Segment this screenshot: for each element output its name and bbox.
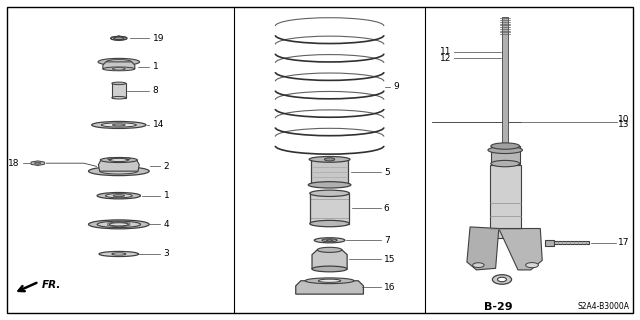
- Ellipse shape: [92, 122, 146, 128]
- Polygon shape: [99, 160, 140, 171]
- Ellipse shape: [310, 190, 349, 196]
- Text: 11: 11: [440, 47, 452, 56]
- Text: 8: 8: [153, 86, 159, 95]
- Text: 7: 7: [384, 236, 390, 245]
- Ellipse shape: [491, 143, 520, 149]
- Text: 18: 18: [8, 159, 20, 168]
- Ellipse shape: [106, 60, 132, 64]
- Ellipse shape: [308, 182, 351, 188]
- Ellipse shape: [97, 193, 141, 199]
- Ellipse shape: [491, 160, 520, 167]
- Polygon shape: [31, 161, 44, 165]
- Ellipse shape: [112, 82, 126, 85]
- Ellipse shape: [98, 58, 140, 65]
- Ellipse shape: [111, 36, 127, 40]
- Bar: [551, 241, 589, 244]
- Ellipse shape: [97, 221, 141, 228]
- Text: 3: 3: [164, 250, 170, 259]
- Text: 12: 12: [440, 53, 452, 62]
- Ellipse shape: [112, 253, 126, 255]
- Ellipse shape: [312, 266, 347, 272]
- Bar: [502, 17, 508, 150]
- Ellipse shape: [112, 96, 126, 99]
- Polygon shape: [312, 250, 347, 269]
- Text: 5: 5: [384, 168, 390, 177]
- Ellipse shape: [88, 167, 149, 176]
- Bar: [112, 84, 126, 98]
- Bar: [491, 146, 520, 164]
- Text: 13: 13: [618, 120, 630, 129]
- Ellipse shape: [100, 157, 138, 163]
- Text: 19: 19: [153, 34, 164, 43]
- Polygon shape: [296, 281, 364, 294]
- Text: 14: 14: [153, 120, 164, 130]
- Ellipse shape: [314, 238, 345, 243]
- Ellipse shape: [103, 67, 135, 71]
- Ellipse shape: [472, 263, 484, 268]
- Ellipse shape: [326, 240, 333, 241]
- Ellipse shape: [324, 158, 335, 161]
- Ellipse shape: [109, 158, 129, 162]
- Ellipse shape: [35, 162, 41, 164]
- Bar: [545, 240, 554, 246]
- Ellipse shape: [125, 158, 130, 160]
- Polygon shape: [103, 62, 135, 69]
- Ellipse shape: [319, 279, 340, 282]
- Text: 1: 1: [153, 62, 159, 71]
- Text: B-29: B-29: [484, 301, 513, 312]
- Bar: [490, 165, 520, 238]
- Text: 2: 2: [164, 162, 169, 171]
- Ellipse shape: [114, 37, 124, 40]
- Ellipse shape: [492, 275, 511, 284]
- Ellipse shape: [322, 239, 337, 242]
- Ellipse shape: [101, 123, 136, 127]
- Text: 17: 17: [618, 238, 630, 247]
- Text: 6: 6: [384, 204, 390, 213]
- Ellipse shape: [305, 278, 354, 284]
- Text: 4: 4: [164, 220, 169, 229]
- Polygon shape: [467, 227, 499, 270]
- Text: FR.: FR.: [42, 280, 61, 290]
- Text: 15: 15: [384, 255, 396, 264]
- Ellipse shape: [113, 195, 125, 197]
- Ellipse shape: [497, 277, 506, 282]
- Text: 9: 9: [394, 82, 399, 91]
- Ellipse shape: [310, 220, 349, 227]
- Ellipse shape: [488, 147, 522, 154]
- Text: S2A4-B3000A: S2A4-B3000A: [578, 302, 630, 311]
- Text: 1: 1: [164, 191, 170, 200]
- Ellipse shape: [108, 158, 112, 160]
- Ellipse shape: [309, 156, 350, 162]
- Bar: [311, 159, 348, 185]
- Ellipse shape: [99, 252, 139, 257]
- Polygon shape: [499, 228, 542, 270]
- Bar: [310, 193, 349, 224]
- Bar: [495, 144, 515, 168]
- Ellipse shape: [109, 223, 129, 226]
- Text: 10: 10: [618, 115, 630, 124]
- Ellipse shape: [106, 194, 132, 198]
- Ellipse shape: [113, 124, 125, 126]
- Text: 16: 16: [384, 283, 396, 292]
- Ellipse shape: [317, 247, 342, 252]
- Ellipse shape: [113, 68, 125, 70]
- Ellipse shape: [100, 168, 138, 174]
- Ellipse shape: [525, 263, 538, 268]
- Ellipse shape: [88, 220, 149, 229]
